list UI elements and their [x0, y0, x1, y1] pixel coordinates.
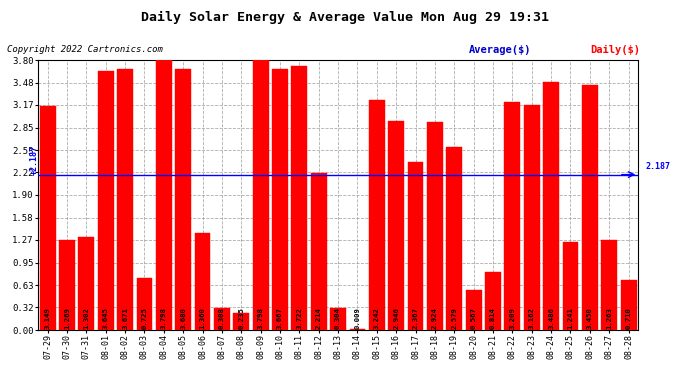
- Text: 0.710: 0.710: [626, 308, 631, 329]
- Bar: [504, 102, 520, 330]
- Bar: [40, 106, 56, 330]
- Bar: [59, 240, 75, 330]
- Text: 3.671: 3.671: [122, 308, 128, 329]
- Text: 0.009: 0.009: [355, 308, 360, 329]
- Text: 2.946: 2.946: [393, 308, 400, 329]
- Text: 3.450: 3.450: [586, 308, 593, 329]
- Bar: [388, 121, 404, 330]
- Text: 1.269: 1.269: [64, 308, 70, 329]
- Text: 1.263: 1.263: [607, 308, 612, 329]
- Bar: [79, 237, 95, 330]
- Text: 3.162: 3.162: [529, 308, 535, 329]
- Bar: [485, 272, 501, 330]
- Text: 0.567: 0.567: [471, 308, 477, 329]
- Text: 0.308: 0.308: [219, 308, 225, 329]
- Text: 0.304: 0.304: [335, 308, 341, 329]
- Text: Daily Solar Energy & Average Value Mon Aug 29 19:31: Daily Solar Energy & Average Value Mon A…: [141, 11, 549, 24]
- Text: 2.924: 2.924: [432, 308, 438, 329]
- Bar: [562, 242, 578, 330]
- Text: Average($): Average($): [469, 45, 532, 55]
- Bar: [330, 308, 346, 330]
- Bar: [175, 69, 191, 330]
- Text: 1.302: 1.302: [83, 308, 90, 329]
- Text: 3.667: 3.667: [277, 308, 283, 329]
- Bar: [253, 60, 268, 330]
- Text: +2.187: +2.187: [30, 145, 39, 175]
- Bar: [369, 100, 385, 330]
- Bar: [98, 71, 114, 330]
- Text: 2.367: 2.367: [413, 308, 419, 329]
- Bar: [601, 240, 617, 330]
- Text: 3.149: 3.149: [45, 308, 50, 329]
- Text: Copyright 2022 Cartronics.com: Copyright 2022 Cartronics.com: [7, 45, 163, 54]
- Text: 3.645: 3.645: [103, 308, 109, 329]
- Bar: [195, 233, 210, 330]
- Bar: [137, 279, 152, 330]
- Text: 3.209: 3.209: [509, 308, 515, 329]
- Bar: [291, 66, 307, 330]
- Bar: [117, 69, 133, 330]
- Bar: [272, 69, 288, 330]
- Text: 3.486: 3.486: [548, 308, 554, 329]
- Text: 1.241: 1.241: [567, 308, 573, 329]
- Bar: [214, 308, 230, 330]
- Bar: [446, 147, 462, 330]
- Text: 2.214: 2.214: [316, 308, 322, 329]
- Bar: [156, 60, 172, 330]
- Bar: [524, 105, 540, 330]
- Bar: [427, 122, 443, 330]
- Text: 2.187: 2.187: [646, 162, 671, 171]
- Text: 2.579: 2.579: [451, 308, 457, 329]
- Text: 3.722: 3.722: [297, 308, 302, 329]
- Text: 3.798: 3.798: [257, 308, 264, 329]
- Text: Daily($): Daily($): [590, 45, 640, 55]
- Bar: [543, 82, 559, 330]
- Text: 3.798: 3.798: [161, 308, 167, 329]
- Bar: [582, 85, 598, 330]
- Text: 0.235: 0.235: [238, 308, 244, 329]
- Bar: [310, 173, 326, 330]
- Text: 0.725: 0.725: [141, 308, 148, 329]
- Text: 1.360: 1.360: [199, 308, 206, 329]
- Bar: [350, 329, 366, 330]
- Bar: [620, 279, 636, 330]
- Bar: [408, 162, 424, 330]
- Bar: [466, 290, 482, 330]
- Text: 3.680: 3.680: [180, 308, 186, 329]
- Text: 3.242: 3.242: [374, 308, 380, 329]
- Bar: [233, 313, 249, 330]
- Text: 0.814: 0.814: [490, 308, 496, 329]
